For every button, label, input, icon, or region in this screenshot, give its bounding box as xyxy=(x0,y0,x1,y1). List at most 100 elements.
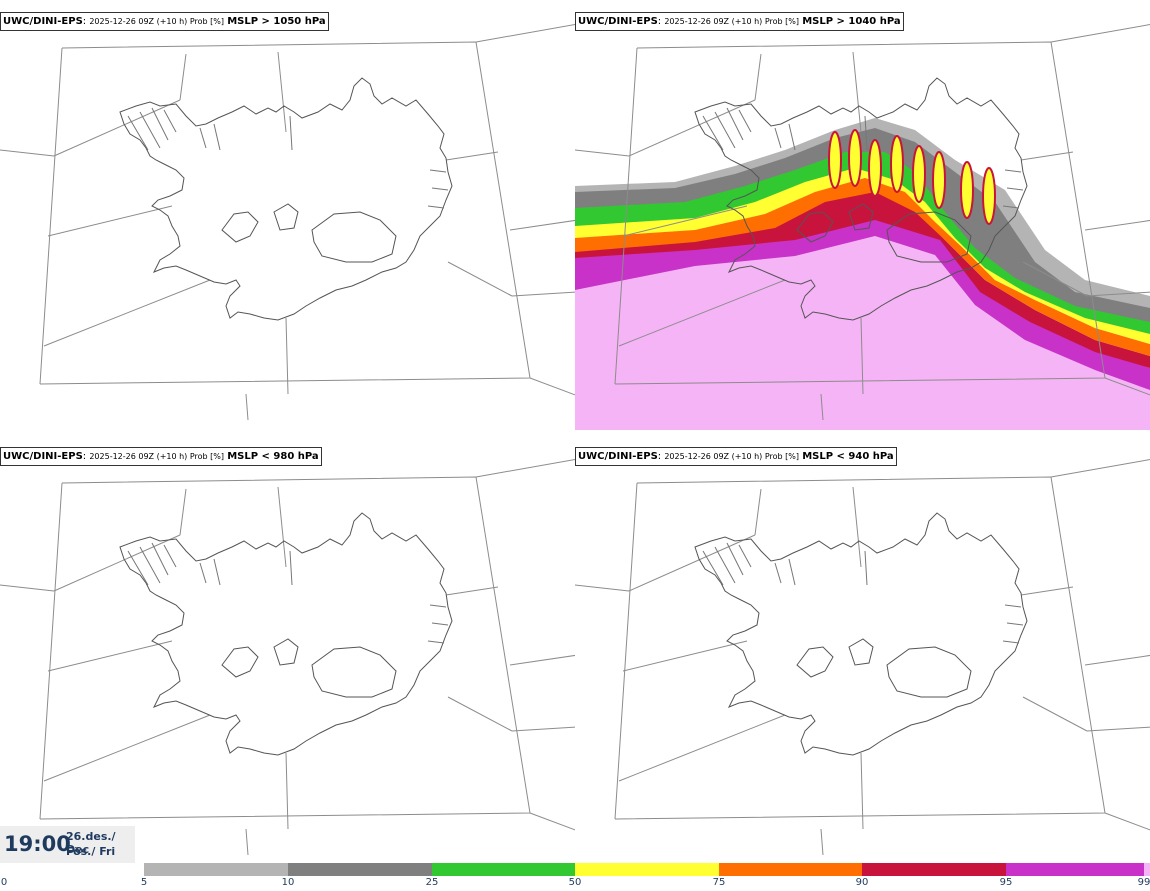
prob-finger xyxy=(890,135,904,193)
map-canvas xyxy=(0,24,575,421)
region-boundary xyxy=(820,317,1150,421)
glacier-outline xyxy=(311,646,397,698)
prob-band-75 xyxy=(575,176,1150,356)
prob-finger xyxy=(828,131,842,189)
prob-band-5 xyxy=(575,118,1150,308)
region-boundary xyxy=(1020,151,1150,231)
valid-time: 19:00 xyxy=(4,832,71,856)
coastline xyxy=(119,512,453,756)
glacier-outline xyxy=(273,638,299,666)
prob-finger xyxy=(982,167,996,225)
panel-title: UWC/DINI-EPS: 2025-12-26 09Z (+10 h) Pro… xyxy=(0,12,329,31)
prob-band-25 xyxy=(575,150,1150,334)
legend-tick-label: 25 xyxy=(425,877,439,888)
region-boundary xyxy=(820,752,1150,856)
valid-time-box: 19:00 26.des./ Dec Fös./ Fri xyxy=(0,826,135,863)
prob-finger xyxy=(960,161,974,219)
region-boundary xyxy=(852,459,1150,568)
prob-band-95 xyxy=(575,218,1150,390)
glacier-outline xyxy=(796,211,834,243)
prob-finger xyxy=(932,151,946,209)
color-legend: 0 5 10 25 50 75 90 95 99 xyxy=(0,862,1150,891)
region-boundary xyxy=(1022,696,1150,732)
prob-finger xyxy=(868,139,882,197)
region-boundary xyxy=(852,24,1150,133)
glacier-outline xyxy=(273,203,299,231)
panel-title: UWC/DINI-EPS: 2025-12-26 09Z (+10 h) Pro… xyxy=(0,447,322,466)
region-boundary xyxy=(614,476,1106,820)
fjord-detail xyxy=(427,169,449,209)
map-grid-lines xyxy=(0,459,575,856)
region-boundary xyxy=(618,640,786,782)
fjord-detail xyxy=(199,550,293,586)
prob-finger xyxy=(848,129,862,187)
legend-tick-label: 75 xyxy=(712,877,726,888)
region-boundary xyxy=(0,488,187,592)
region-boundary xyxy=(575,53,762,157)
iceland-outline xyxy=(119,512,453,756)
coastline xyxy=(694,77,1028,321)
fjord-detail xyxy=(199,115,293,151)
prob-finger xyxy=(912,145,926,203)
fjord-detail xyxy=(427,604,449,644)
map-panel-4: UWC/DINI-EPS: 2025-12-26 09Z (+10 h) Pro… xyxy=(575,435,1150,865)
legend-tick-label: 95 xyxy=(999,877,1013,888)
glacier-outline xyxy=(796,646,834,678)
region-boundary xyxy=(0,53,187,157)
iceland-outline xyxy=(694,512,1028,756)
region-boundary xyxy=(277,459,575,568)
region-boundary xyxy=(575,488,762,592)
legend-swatch xyxy=(144,863,288,876)
region-boundary xyxy=(43,205,211,347)
legend-tick-label: 5 xyxy=(140,877,148,888)
legend-swatch xyxy=(575,863,719,876)
coastline xyxy=(119,77,453,321)
glacier-outline xyxy=(221,646,259,678)
glacier-outline xyxy=(848,203,874,231)
region-boundary xyxy=(447,696,575,732)
region-boundary xyxy=(618,205,786,347)
map-grid-lines xyxy=(575,459,1150,856)
legend-swatch xyxy=(719,863,862,876)
glacier-outline xyxy=(221,211,259,243)
legend-tick-label: 99 xyxy=(1137,877,1150,888)
fjord-detail xyxy=(1002,169,1024,209)
map-canvas xyxy=(0,459,575,856)
iceland-outline xyxy=(694,77,1028,321)
map-grid-lines xyxy=(0,24,575,421)
map-canvas xyxy=(575,24,1150,430)
panel-title: UWC/DINI-EPS: 2025-12-26 09Z (+10 h) Pro… xyxy=(575,12,904,31)
region-boundary xyxy=(445,151,575,231)
legend-tick-label: 90 xyxy=(855,877,869,888)
region-boundary xyxy=(39,476,531,820)
prob-band-90 xyxy=(575,190,1150,368)
glacier-outline xyxy=(848,638,874,666)
fjord-detail xyxy=(702,107,752,151)
map-canvas xyxy=(575,459,1150,856)
region-boundary xyxy=(1022,261,1150,297)
map-grid-lines xyxy=(575,24,1150,421)
fjord-detail xyxy=(774,550,868,586)
valid-date: 26.des./ Dec xyxy=(66,830,116,856)
legend-swatch xyxy=(862,863,1006,876)
valid-day: Fös./ Fri xyxy=(66,845,116,858)
legend-swatch xyxy=(1006,863,1144,876)
map-panel-3: UWC/DINI-EPS: 2025-12-26 09Z (+10 h) Pro… xyxy=(0,435,575,865)
legend-swatch xyxy=(1144,863,1150,876)
map-panel-2: UWC/DINI-EPS: 2025-12-26 09Z (+10 h) Pro… xyxy=(575,0,1150,430)
region-boundary xyxy=(245,317,575,421)
glacier-outline xyxy=(886,211,972,263)
prob-band-99 xyxy=(575,230,1150,430)
region-boundary xyxy=(39,41,531,385)
map-panel-1: UWC/DINI-EPS: 2025-12-26 09Z (+10 h) Pro… xyxy=(0,0,575,430)
region-boundary xyxy=(245,752,575,856)
legend-tick-label: 0 xyxy=(0,877,8,888)
fjord-detail xyxy=(127,542,177,586)
fjord-detail xyxy=(1002,604,1024,644)
panel-title: UWC/DINI-EPS: 2025-12-26 09Z (+10 h) Pro… xyxy=(575,447,897,466)
legend-swatch xyxy=(288,863,432,876)
fjord-detail xyxy=(774,115,868,151)
iceland-outline xyxy=(119,77,453,321)
legend-tick-label: 50 xyxy=(568,877,582,888)
glacier-outline xyxy=(311,211,397,263)
